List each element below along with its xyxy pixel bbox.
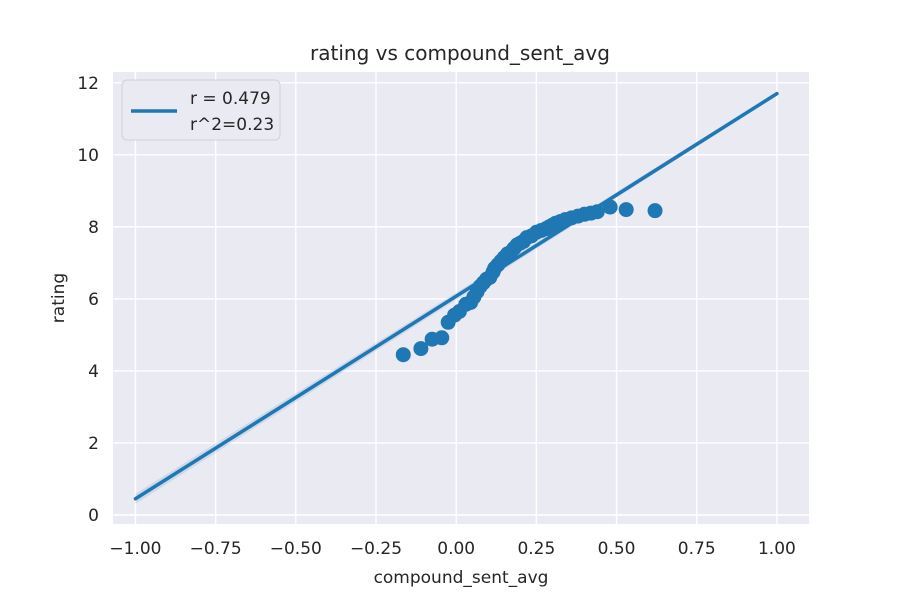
- data-points: [395, 199, 663, 363]
- x-axis-label: compound_sent_avg: [374, 568, 549, 588]
- data-point: [589, 204, 605, 220]
- y-tick-label: 2: [88, 434, 99, 454]
- data-point: [413, 341, 429, 357]
- data-point: [434, 330, 450, 346]
- x-tick-label: −1.00: [109, 539, 161, 559]
- y-tick-label: 12: [77, 74, 99, 94]
- data-point: [395, 347, 411, 363]
- x-tick-label: 0.25: [517, 539, 555, 559]
- data-point: [618, 202, 634, 218]
- x-tick-label: 0.00: [437, 539, 475, 559]
- chart-title: rating vs compound_sent_avg: [310, 41, 610, 65]
- legend: r = 0.479 r^2=0.23: [121, 79, 281, 141]
- x-tick-label: −0.25: [350, 539, 402, 559]
- y-tick-label: 8: [88, 218, 99, 238]
- regression-line: [133, 91, 779, 501]
- x-tick-label: 1.00: [758, 539, 796, 559]
- legend-box: [121, 79, 281, 141]
- x-tick-label: 0.75: [678, 539, 716, 559]
- grid-lines: [113, 72, 809, 524]
- data-point: [647, 203, 663, 219]
- y-tick-labels: 0 2 4 6 8 10 12: [77, 74, 99, 526]
- y-axis-label: rating: [49, 273, 69, 323]
- x-tick-label: −0.75: [190, 539, 242, 559]
- regression-line-layer: [133, 91, 779, 501]
- data-point: [602, 199, 618, 215]
- y-tick-label: 4: [88, 362, 99, 382]
- x-tick-label: −0.50: [270, 539, 322, 559]
- legend-label-r2: r^2=0.23: [190, 115, 274, 135]
- x-tick-labels: −1.00 −0.75 −0.50 −0.25 0.00 0.25 0.50 0.75 1.00: [109, 539, 795, 559]
- x-tick-label: 0.50: [598, 539, 636, 559]
- y-tick-label: 10: [77, 146, 99, 166]
- y-tick-label: 0: [88, 506, 99, 526]
- legend-label-r: r = 0.479: [190, 89, 271, 109]
- y-tick-label: 6: [88, 290, 99, 310]
